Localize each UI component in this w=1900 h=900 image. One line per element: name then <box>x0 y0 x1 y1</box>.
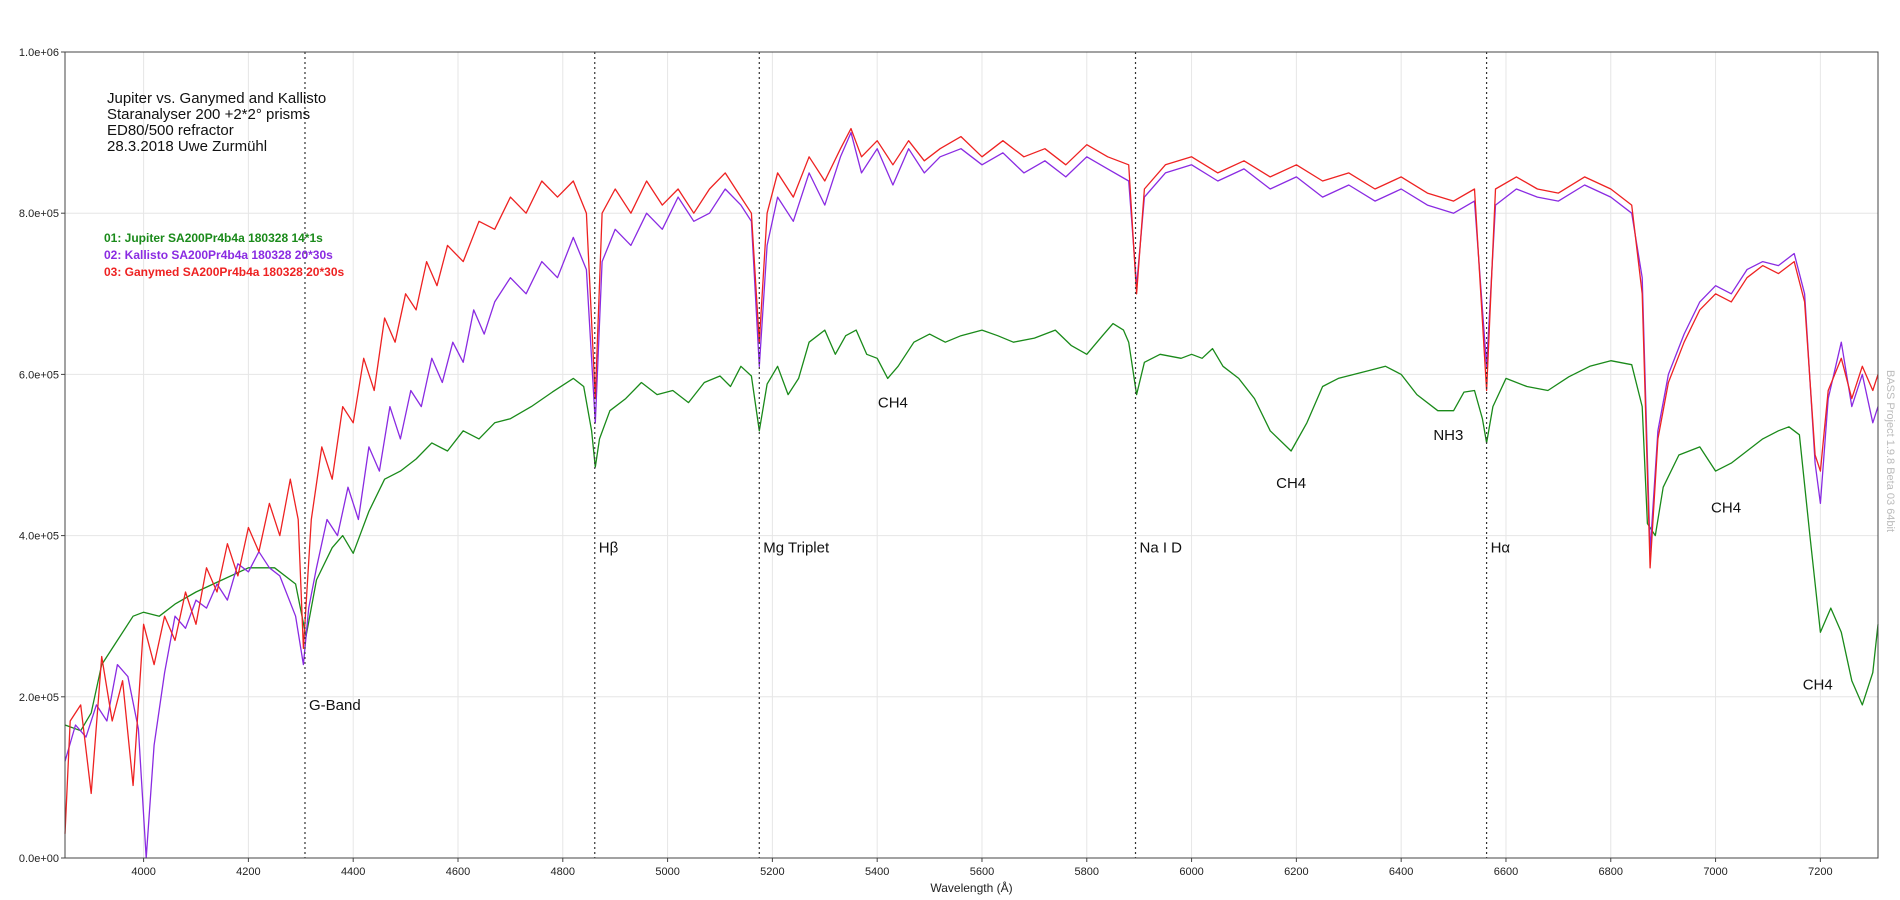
x-tick-label: 4600 <box>446 866 470 878</box>
title-line: 28.3.2018 Uwe Zurmühl <box>107 138 267 155</box>
x-tick-label: 4800 <box>551 866 575 878</box>
series-layer <box>64 127 1879 859</box>
x-tick-label: 6200 <box>1284 866 1308 878</box>
x-tick-label: 4400 <box>341 866 365 878</box>
plot-frame <box>64 51 1879 859</box>
y-tick-label: 2.0e+05 <box>19 692 59 704</box>
x-tick-label: 6400 <box>1389 866 1413 878</box>
reference-line-label: G-Band <box>309 697 361 714</box>
x-tick-label: 6000 <box>1179 866 1203 878</box>
legend: 01: Jupiter SA200Pr4b4a 180328 14*1s 02: … <box>104 231 344 279</box>
x-tick-label: 6800 <box>1599 866 1623 878</box>
y-tick-label: 8.0e+05 <box>19 208 59 220</box>
x-tick-label: 5000 <box>655 866 679 878</box>
band-annotation: CH4 <box>1276 475 1306 492</box>
x-axis-label: Wavelength (Å) <box>930 880 1012 895</box>
annotations: CH4 CH4 NH3 CH4 CH4 <box>878 395 1833 694</box>
x-tick-label: 5400 <box>865 866 889 878</box>
watermark-text: BASS Project 1.9.8 Beta 03 64bit <box>1884 370 1896 532</box>
x-tick-label: 5800 <box>1075 866 1099 878</box>
y-axis-ticks: 0.0e+00 2.0e+05 4.0e+05 6.0e+05 8.0e+05 1.0e+… <box>19 47 65 865</box>
x-tick-label: 5600 <box>970 866 994 878</box>
reference-line-label: Hβ <box>599 540 619 557</box>
band-annotation: CH4 <box>878 395 908 412</box>
legend-entry: 03: Ganymed SA200Pr4b4a 180328 20*30s <box>104 265 344 279</box>
y-tick-label: 4.0e+05 <box>19 531 59 543</box>
reference-lines: G-Band Hβ Mg Triplet Na I D Hα <box>304 52 1511 858</box>
band-annotation: CH4 <box>1803 677 1833 694</box>
legend-entry: 02: Kallisto SA200Pr4b4a 180328 20*30s <box>104 248 333 262</box>
band-annotation: CH4 <box>1711 499 1741 516</box>
band-annotation: NH3 <box>1433 427 1463 444</box>
series-line-2 <box>64 131 1879 859</box>
series-line-3 <box>64 127 1879 834</box>
x-tick-label: 7200 <box>1808 866 1832 878</box>
plot-background <box>65 52 1878 858</box>
x-tick-label: 4200 <box>236 866 260 878</box>
x-axis-ticks: 4000 4200 4400 4600 4800 5000 5200 5400 5600 5800… <box>131 858 1833 878</box>
x-tick-label: 7000 <box>1703 866 1727 878</box>
y-tick-label: 6.0e+05 <box>19 369 59 381</box>
x-tick-label: 5200 <box>760 866 784 878</box>
y-tick-label: 1.0e+06 <box>19 47 59 59</box>
title-line: Jupiter vs. Ganymed and Kallisto <box>107 90 326 107</box>
legend-entry: 01: Jupiter SA200Pr4b4a 180328 14*1s <box>104 231 323 245</box>
reference-line-label: Mg Triplet <box>763 540 830 557</box>
reference-line-label: Na I D <box>1140 540 1183 557</box>
y-tick-label: 0.0e+00 <box>19 853 59 865</box>
reference-line-label: Hα <box>1491 540 1511 557</box>
chart-title-block: Jupiter vs. Ganymed and KallistoStaranal… <box>107 90 326 155</box>
series-line-1 <box>64 322 1879 732</box>
x-tick-label: 4000 <box>131 866 155 878</box>
x-tick-label: 6600 <box>1494 866 1518 878</box>
title-line: ED80/500 refractor <box>107 122 234 139</box>
title-line: Staranalyser 200 +2*2° prisms <box>107 106 310 123</box>
